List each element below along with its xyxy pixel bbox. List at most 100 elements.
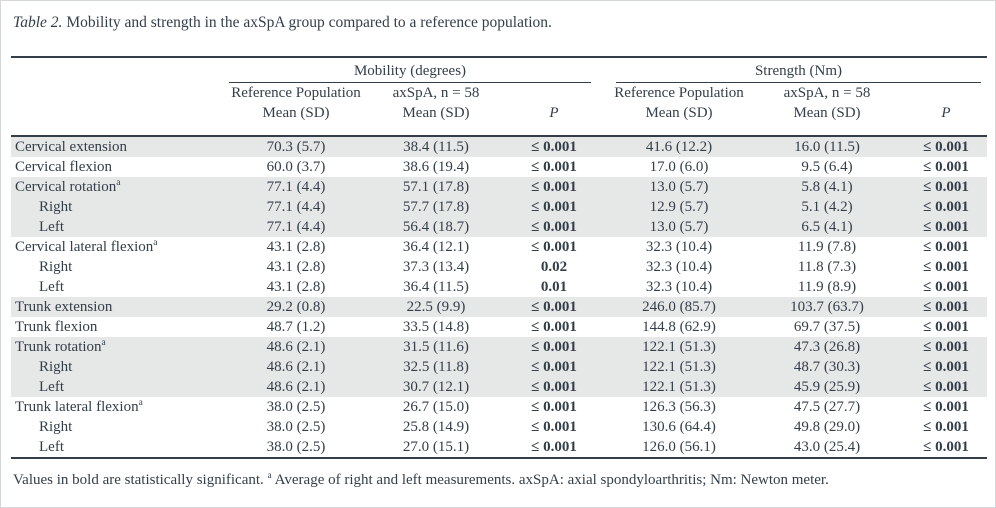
table-row: Left 48.6 (2.1) 30.7 (12.1) ≤ 0.001 122.… xyxy=(11,377,987,397)
row-label-text: Trunk lateral flexion xyxy=(15,399,139,415)
strength-axspa-mean-cell: 11.8 (7.3) xyxy=(797,259,857,275)
row-label: Left xyxy=(11,217,219,237)
empty-cell xyxy=(499,83,609,103)
strength-axspa-mean-cell: 6.5 (4.1) xyxy=(749,217,905,237)
subheader-row-population: Reference Population axSpA, n = 58 Refer… xyxy=(11,83,987,103)
footnote-marker: a xyxy=(101,338,106,348)
row-label: Right xyxy=(11,357,219,377)
row-label: Cervical extension xyxy=(11,136,219,157)
corner-cell xyxy=(11,57,219,83)
mobility-axspa-mean-cell: 25.8 (14.9) xyxy=(402,419,470,435)
mobility-reference-mean-cell: 48.6 (2.1) xyxy=(219,377,373,397)
row-label-text: Cervical rotation xyxy=(15,179,117,195)
table-header: Mobility (degrees) Strength (Nm) Referen… xyxy=(11,57,987,137)
mobility-reference-mean-cell: 48.7 (1.2) xyxy=(266,319,326,335)
strength-axspa-mean-cell: 45.9 (25.9) xyxy=(749,377,905,397)
empty-cell xyxy=(11,83,219,103)
subheader-row-mean: Mean (SD) Mean (SD) P Mean (SD) Mean (SD… xyxy=(11,103,987,137)
row-label: Right xyxy=(11,257,219,277)
mobility-axspa-mean-header: Mean (SD) xyxy=(373,103,499,137)
strength-p-value-cell: ≤ 0.001 xyxy=(905,297,987,317)
strength-group-header: Strength (Nm) xyxy=(609,57,987,83)
mobility-p-value-cell: ≤ 0.001 xyxy=(531,159,577,175)
strength-p-value-cell: ≤ 0.001 xyxy=(923,399,969,415)
mobility-axspa-mean-cell: 32.5 (11.8) xyxy=(373,357,499,377)
table-title-text: Mobility and strength in the axSpA group… xyxy=(66,14,552,31)
mobility-axspa-mean-cell: 38.4 (11.5) xyxy=(373,136,499,157)
strength-reference-header: Reference Population xyxy=(614,85,744,101)
mobility-reference-mean-cell: 77.1 (4.4) xyxy=(219,217,373,237)
row-label: Cervical flexion xyxy=(11,157,219,177)
mobility-axspa-mean-cell: 26.7 (15.0) xyxy=(402,399,470,415)
strength-axspa-mean-cell: 43.0 (25.4) xyxy=(793,439,861,455)
row-label-text: Left xyxy=(39,439,64,455)
mobility-reference-mean-cell: 43.1 (2.8) xyxy=(266,279,326,295)
mobility-reference-mean-cell: 77.1 (4.4) xyxy=(219,177,373,197)
mobility-p-value-cell: ≤ 0.001 xyxy=(499,136,609,157)
strength-axspa-mean-cell: 47.3 (26.8) xyxy=(749,337,905,357)
row-label: Right xyxy=(11,417,219,437)
table-caption: Table 2. Mobility and strength in the axS… xyxy=(13,14,552,32)
strength-axspa-mean-cell: 47.5 (27.7) xyxy=(793,399,861,415)
mobility-reference-mean-cell: 38.0 (2.5) xyxy=(266,439,326,455)
strength-axspa-mean-cell: 5.1 (4.2) xyxy=(749,197,905,217)
mobility-axspa-mean-cell: 31.5 (11.6) xyxy=(373,337,499,357)
row-label: Cervical lateral flexiona xyxy=(11,237,219,257)
strength-reference-mean-cell: 32.3 (10.4) xyxy=(645,259,713,275)
mobility-axspa-mean-cell: 38.6 (19.4) xyxy=(402,159,470,175)
strength-p-value-cell: ≤ 0.001 xyxy=(923,439,969,455)
group-header-row: Mobility (degrees) Strength (Nm) xyxy=(11,57,987,83)
table-row: Right 38.0 (2.5) 25.8 (14.9) ≤ 0.001 130… xyxy=(11,417,987,437)
table-row: Trunk lateral flexiona 38.0 (2.5) 26.7 (… xyxy=(11,397,987,417)
mobility-reference-mean-cell: 70.3 (5.7) xyxy=(219,136,373,157)
strength-p-value-cell: ≤ 0.001 xyxy=(923,319,969,335)
row-label-text: Right xyxy=(39,359,73,375)
row-label-text: Left xyxy=(39,379,64,395)
row-label: Trunk rotationa xyxy=(11,337,219,357)
strength-p-value-cell: ≤ 0.001 xyxy=(905,377,987,397)
strength-axspa-mean-cell: 9.5 (6.4) xyxy=(801,159,853,175)
strength-reference-mean-cell: 122.1 (51.3) xyxy=(609,377,749,397)
mobility-p-value-cell: ≤ 0.001 xyxy=(499,357,609,377)
mobility-axspa-mean-cell: 33.5 (14.8) xyxy=(402,319,470,335)
row-label: Trunk flexion xyxy=(11,317,219,337)
empty-cell xyxy=(11,103,219,137)
row-label: Cervical rotationa xyxy=(11,177,219,197)
table-row: Left 38.0 (2.5) 27.0 (15.1) ≤ 0.001 126.… xyxy=(11,437,987,458)
strength-reference-mean-cell: 122.1 (51.3) xyxy=(609,357,749,377)
strength-p-header: P xyxy=(905,103,987,137)
mobility-reference-mean-cell: 38.0 (2.5) xyxy=(266,399,326,415)
table-body: Cervical extension 70.3 (5.7) 38.4 (11.5… xyxy=(11,136,987,458)
footnote-marker: a xyxy=(267,471,272,481)
mobility-axspa-mean-cell: 57.1 (17.8) xyxy=(373,177,499,197)
mobility-p-value-cell: 0.01 xyxy=(540,279,568,295)
table-row: Right 43.1 (2.8) 37.3 (13.4) 0.02 32.3 (… xyxy=(11,257,987,277)
mobility-p-value-cell: ≤ 0.001 xyxy=(531,239,577,255)
strength-axspa-header: axSpA, n = 58 xyxy=(783,85,871,101)
strength-axspa-mean-cell: 103.7 (63.7) xyxy=(749,297,905,317)
table-row: Trunk flexion 48.7 (1.2) 33.5 (14.8) ≤ 0… xyxy=(11,317,987,337)
mobility-reference-mean-cell: 48.6 (2.1) xyxy=(219,337,373,357)
mobility-reference-mean-cell: 38.0 (2.5) xyxy=(266,419,326,435)
footnote-marker: a xyxy=(153,238,158,248)
row-label: Trunk extension xyxy=(11,297,219,317)
row-label-text: Cervical extension xyxy=(15,139,128,155)
strength-reference-mean-cell: 32.3 (10.4) xyxy=(645,279,713,295)
mobility-p-value-cell: ≤ 0.001 xyxy=(531,399,577,415)
strength-reference-mean-cell: 41.6 (12.2) xyxy=(609,136,749,157)
row-label-text: Cervical flexion xyxy=(15,159,113,175)
table-row: Right 48.6 (2.1) 32.5 (11.8) ≤ 0.001 122… xyxy=(11,357,987,377)
table-row: Left 77.1 (4.4) 56.4 (18.7) ≤ 0.001 13.0… xyxy=(11,217,987,237)
mobility-axspa-mean-cell: 36.4 (12.1) xyxy=(402,239,470,255)
strength-group-label: Strength (Nm) xyxy=(616,63,981,83)
strength-axspa-mean-header: Mean (SD) xyxy=(749,103,905,137)
table-row: Cervical lateral flexiona 43.1 (2.8) 36.… xyxy=(11,237,987,257)
mobility-p-value-cell: ≤ 0.001 xyxy=(499,217,609,237)
strength-axspa-mean-cell: 5.8 (4.1) xyxy=(749,177,905,197)
mobility-p-value-cell: ≤ 0.001 xyxy=(531,319,577,335)
row-label-text: Trunk flexion xyxy=(15,319,98,335)
strength-p-value-cell: ≤ 0.001 xyxy=(923,419,969,435)
strength-reference-mean-cell: 246.0 (85.7) xyxy=(609,297,749,317)
mobility-group-header: Mobility (degrees) xyxy=(219,57,609,83)
strength-p-value-cell: ≤ 0.001 xyxy=(923,239,969,255)
